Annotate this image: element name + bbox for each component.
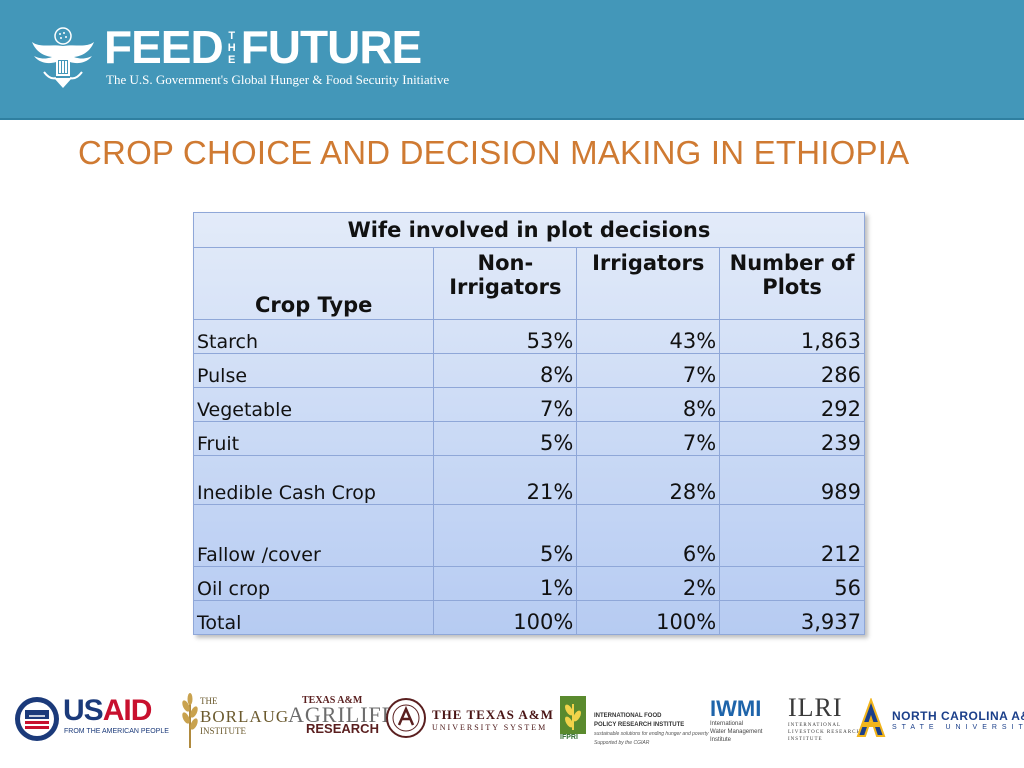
plots-cell: 286	[719, 353, 865, 388]
plots-cell: 989	[719, 455, 865, 505]
texas-am-seal-icon	[386, 698, 426, 738]
crop-type-cell: Total	[192, 600, 435, 635]
usaid-logo: USAID	[63, 694, 152, 727]
brand-future: FUTURE	[240, 21, 423, 73]
table-row: Inedible Cash Crop 21% 28% 989	[192, 455, 865, 505]
iwmi-logo: IWMI International Water Management Inst…	[710, 696, 763, 744]
plots-cell: 212	[719, 504, 865, 567]
brand-tagline: The U.S. Government's Global Hunger & Fo…	[106, 72, 450, 87]
ncat-aggie-icon	[856, 698, 886, 737]
ifpri-logo: INTERNATIONAL FOOD POLICY RESEARCH INSTI…	[594, 713, 709, 746]
column-header-number-of-plots: Number of Plots	[719, 247, 865, 320]
irrigators-cell: 8%	[576, 387, 721, 422]
plots-cell: 292	[719, 387, 865, 422]
non-irrigators-cell: 100%	[433, 600, 578, 635]
borlaug-institute-logo: THE BORLAUG INSTITUTE	[200, 696, 290, 736]
irrigators-cell: 7%	[576, 421, 721, 456]
crop-type-cell: Starch	[192, 319, 435, 354]
table-row: Oil crop 1% 2% 56	[192, 566, 865, 601]
irrigators-cell: 100%	[576, 600, 721, 635]
feed-the-future-logo: FEED T H E FUTURE	[104, 21, 423, 73]
irrigators-cell: 28%	[576, 455, 721, 505]
table-row: Pulse 8% 7% 286	[192, 353, 865, 388]
irrigators-cell: 43%	[576, 319, 721, 354]
slide-title: CROP CHOICE AND DECISION MAKING IN ETHIO…	[78, 134, 910, 171]
ifpri-leaf-icon	[560, 696, 586, 734]
plots-cell: 239	[719, 421, 865, 456]
texas-am-system-logo: THE TEXAS A&M UNIVERSITY SYSTEM	[432, 707, 554, 732]
decision-table: Wife involved in plot decisions Crop Typ…	[192, 212, 865, 635]
crop-type-cell: Inedible Cash Crop	[192, 455, 435, 505]
non-irrigators-cell: 7%	[433, 387, 578, 422]
column-header-non-irrigators: Non-Irrigators	[433, 247, 578, 320]
plots-cell: 3,937	[719, 600, 865, 635]
table-row-total: Total 100% 100% 3,937	[192, 600, 865, 635]
non-irrigators-cell: 21%	[433, 455, 578, 505]
header-banner: FEED T H E FUTURE The U.S. Government's Glob…	[0, 0, 1024, 120]
non-irrigators-cell: 8%	[433, 353, 578, 388]
agrilife-research-logo: TEXAS A&M AGRILIFE RESEARCH	[288, 695, 397, 736]
plots-cell: 1,863	[719, 319, 865, 354]
ncat-logo: NORTH CAROLINA A&T STATE UNIVERSITY	[892, 709, 1024, 731]
us-seal-icon	[32, 27, 94, 88]
column-header-crop-type: Crop Type	[192, 247, 435, 320]
table-caption: Wife involved in plot decisions	[193, 212, 865, 248]
non-irrigators-cell: 53%	[433, 319, 578, 354]
table-row: Vegetable 7% 8% 292	[192, 387, 865, 422]
brand-feed: FEED	[104, 21, 224, 73]
irrigators-cell: 2%	[576, 566, 721, 601]
crop-type-cell: Vegetable	[192, 387, 435, 422]
partner-logos: USAID FROM THE AMERICAN PEOPLE THE BORLA…	[0, 688, 1024, 758]
wheat-icon	[182, 693, 198, 748]
usaid-seal-icon	[15, 697, 59, 741]
table-row: Starch 53% 43% 1,863	[192, 319, 865, 354]
crop-type-cell: Fallow /cover	[192, 504, 435, 567]
irrigators-cell: 7%	[576, 353, 721, 388]
crop-type-cell: Fruit	[192, 421, 435, 456]
table-row: Fruit 5% 7% 239	[192, 421, 865, 456]
crop-type-cell: Pulse	[192, 353, 435, 388]
plots-cell: 56	[719, 566, 865, 601]
ifpri-label: IFPRI	[560, 734, 578, 741]
table-row: Fallow /cover 5% 6% 212	[192, 504, 865, 567]
crop-type-cell: Oil crop	[192, 566, 435, 601]
non-irrigators-cell: 5%	[433, 421, 578, 456]
irrigators-cell: 6%	[576, 504, 721, 567]
non-irrigators-cell: 5%	[433, 504, 578, 567]
non-irrigators-cell: 1%	[433, 566, 578, 601]
ilri-logo: ILRI INTERNATIONAL LIVESTOCK RESEARCH IN…	[788, 693, 862, 743]
usaid-tagline: FROM THE AMERICAN PEOPLE	[64, 728, 169, 735]
column-header-irrigators: Irrigators	[576, 247, 721, 320]
